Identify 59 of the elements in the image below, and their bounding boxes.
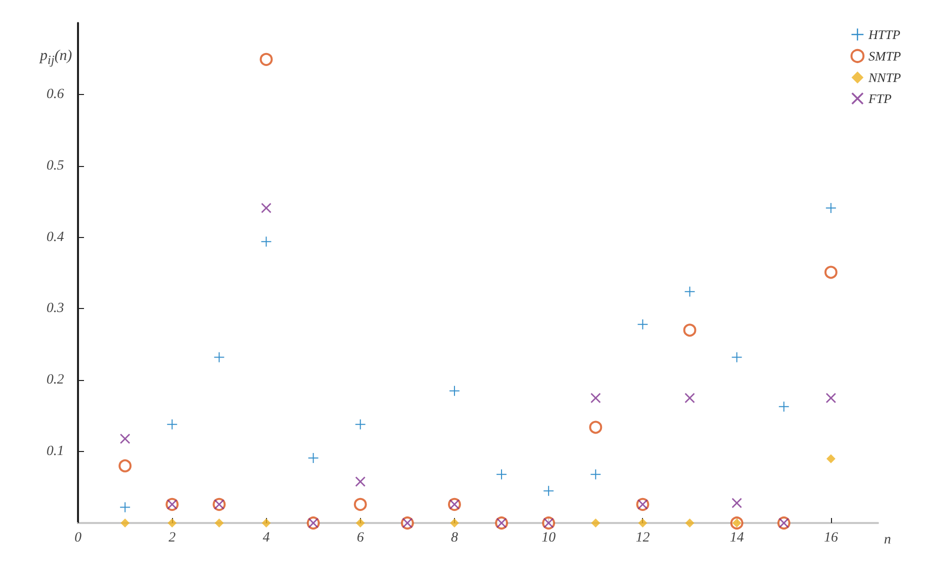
point — [638, 319, 648, 330]
x-tick-label: 14 — [730, 530, 744, 546]
point — [684, 393, 695, 403]
point — [826, 203, 836, 213]
point — [778, 402, 789, 412]
y-tick-label: 0.4 — [46, 230, 64, 245]
x-tick-label: 4 — [262, 530, 270, 546]
x-tick-label: 2 — [168, 530, 176, 546]
x-tick-label: 8 — [450, 530, 458, 546]
point — [732, 352, 742, 362]
y-axis-title: p$_{ij}$(n) — [40, 48, 72, 68]
point — [683, 324, 696, 337]
point — [732, 498, 742, 508]
point — [261, 236, 272, 247]
point — [449, 386, 460, 396]
point — [262, 518, 271, 528]
point — [826, 393, 836, 403]
point — [120, 502, 130, 512]
y-tick-label: 0.1 — [46, 444, 64, 460]
point — [260, 52, 273, 66]
x-axis-title: n — [884, 532, 891, 548]
point — [214, 352, 224, 362]
point — [120, 434, 130, 444]
point — [261, 203, 272, 213]
point — [544, 486, 554, 496]
point — [167, 419, 178, 430]
point — [168, 518, 177, 528]
legend-label: NNTP — [867, 70, 902, 85]
point — [120, 518, 130, 528]
point — [824, 266, 838, 279]
legend-label: FTP — [867, 91, 892, 106]
x-tick-label: 16 — [824, 530, 838, 546]
legend-label: HTTP — [867, 27, 900, 42]
point — [356, 518, 365, 528]
point — [355, 419, 366, 430]
point — [684, 286, 695, 297]
point — [214, 518, 224, 528]
x-tick-label: 12 — [636, 530, 650, 546]
x-tick-label: 0 — [74, 530, 82, 546]
point — [354, 498, 367, 511]
y-tick-label: 0.2 — [46, 372, 64, 388]
x-tick-label: 6 — [356, 530, 364, 546]
point — [638, 518, 648, 528]
point — [685, 518, 694, 528]
point — [355, 476, 366, 487]
point — [589, 420, 602, 434]
legend-label: SMTP — [868, 48, 902, 64]
y-tick-label: 0.6 — [46, 86, 64, 102]
y-tick-label: 0.3 — [46, 301, 64, 316]
point — [590, 393, 601, 403]
point — [450, 518, 459, 528]
x-tick-label: 10 — [542, 530, 556, 546]
point — [496, 469, 507, 480]
point — [590, 469, 601, 480]
y-tick-label: 0.5 — [46, 158, 64, 174]
point — [308, 453, 318, 463]
point — [118, 459, 132, 472]
point — [826, 454, 836, 464]
point — [591, 518, 600, 528]
